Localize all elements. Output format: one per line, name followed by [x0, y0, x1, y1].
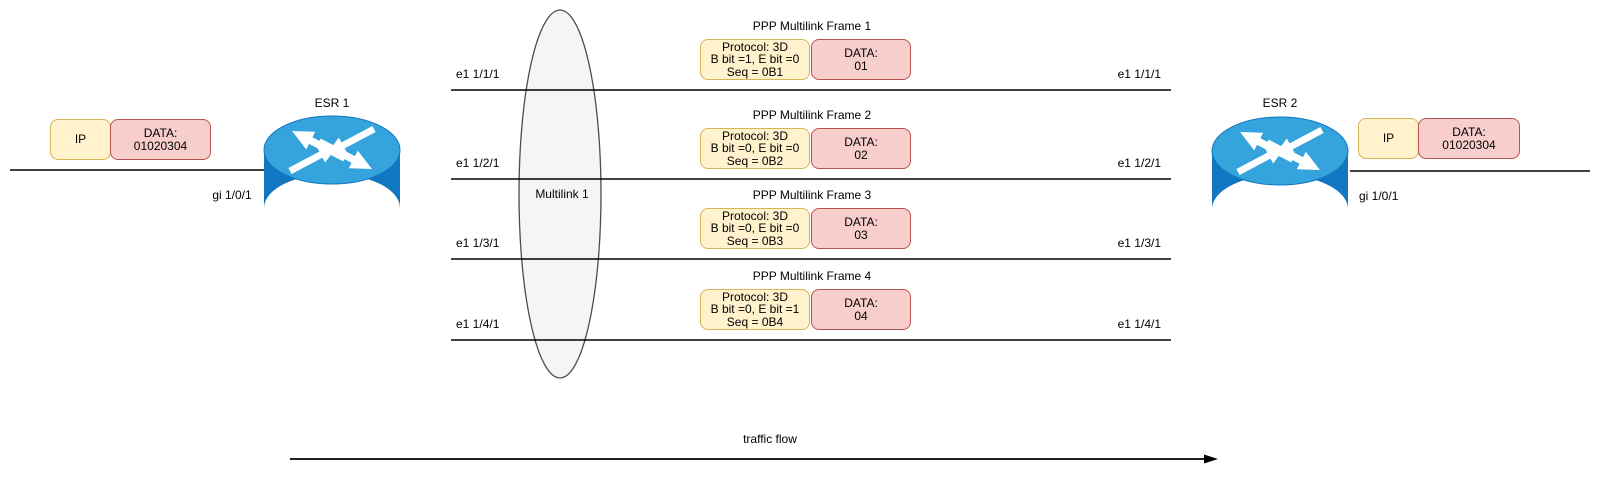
frame-data-line2: 04	[854, 308, 868, 323]
frame-data-line2: 02	[854, 147, 868, 162]
frame-title-1: PPP Multilink Frame 1	[752, 19, 872, 33]
frame-data-line1: DATA:	[844, 46, 878, 60]
e1-label-left-3: e1 1/3/1	[456, 236, 500, 250]
router-esr1	[263, 115, 401, 208]
frame-data-line1: DATA:	[844, 135, 878, 149]
frame-protocol: Protocol: 3D	[721, 208, 789, 223]
frame-data-box-2: DATA: 02	[811, 128, 911, 169]
e1-label-left-2: e1 1/2/1	[456, 156, 500, 170]
frame-title-3: PPP Multilink Frame 3	[752, 188, 872, 202]
ip-data-line1: DATA:	[1452, 125, 1486, 139]
frame-data-box-4: DATA: 04	[811, 289, 911, 330]
frame-data-box-1: DATA: 01	[811, 39, 911, 80]
frame-header-box-1: Protocol: 3D B bit =1, E bit =0 Seq = 0B…	[700, 39, 810, 80]
e1-label-right-3: e1 1/3/1	[1117, 236, 1161, 250]
frame-title-2: PPP Multilink Frame 2	[752, 108, 872, 122]
ip-header-box-right: IP	[1358, 118, 1419, 159]
ip-data-line2: 01020304	[133, 138, 188, 153]
gi-interface-label-left: gi 1/0/1	[212, 188, 252, 202]
ip-header-label: IP	[74, 132, 87, 147]
ip-data-line1: DATA:	[143, 126, 178, 140]
gi-interface-label-right: gi 1/0/1	[1359, 189, 1399, 203]
frame-bits: B bit =1, E bit =0	[710, 52, 800, 67]
multilink-ellipse	[518, 9, 602, 379]
frame-data-line2: 03	[854, 227, 868, 242]
frame-title-4: PPP Multilink Frame 4	[752, 269, 872, 283]
ip-data-line2: 01020304	[1442, 137, 1496, 152]
e1-label-left-1: e1 1/1/1	[456, 67, 500, 81]
e1-label-right-2: e1 1/2/1	[1117, 156, 1161, 170]
frame-seq: Seq = 0B3	[726, 233, 784, 248]
router-esr2	[1211, 116, 1349, 209]
ip-header-label: IP	[1382, 131, 1395, 146]
frame-protocol: Protocol: 3D	[721, 39, 789, 54]
frame-seq: Seq = 0B4	[726, 314, 784, 329]
frame-header-box-3: Protocol: 3D B bit =0, E bit =0 Seq = 0B…	[700, 208, 810, 249]
frame-data-line2: 01	[854, 58, 868, 73]
frame-bits: B bit =0, E bit =1	[710, 302, 800, 317]
frame-bits: B bit =0, E bit =0	[710, 141, 800, 156]
frame-seq: Seq = 0B2	[726, 153, 784, 168]
e1-label-left-4: e1 1/4/1	[456, 317, 500, 331]
frame-header-box-2: Protocol: 3D B bit =0, E bit =0 Seq = 0B…	[700, 128, 810, 169]
frame-protocol: Protocol: 3D	[721, 128, 789, 143]
frame-bits: B bit =0, E bit =0	[710, 221, 800, 236]
traffic-flow-arrow	[290, 454, 1218, 464]
ip-header-box-left: IP	[50, 119, 111, 160]
router-esr1-label: ESR 1	[314, 96, 350, 110]
e1-label-right-4: e1 1/4/1	[1117, 317, 1161, 331]
frame-protocol: Protocol: 3D	[721, 289, 789, 304]
router-esr2-label: ESR 2	[1262, 96, 1298, 110]
multilink-label: Multilink 1	[535, 187, 589, 201]
frame-header-box-4: Protocol: 3D B bit =0, E bit =1 Seq = 0B…	[700, 289, 810, 330]
frame-data-line1: DATA:	[844, 296, 878, 310]
frame-data-box-3: DATA: 03	[811, 208, 911, 249]
frame-data-line1: DATA:	[844, 215, 878, 229]
ip-data-box-left: DATA: 01020304	[110, 119, 211, 160]
e1-label-right-1: e1 1/1/1	[1117, 67, 1161, 81]
ip-data-box-right: DATA: 01020304	[1418, 118, 1520, 159]
frame-seq: Seq = 0B1	[726, 64, 784, 79]
traffic-flow-label: traffic flow	[743, 432, 797, 446]
